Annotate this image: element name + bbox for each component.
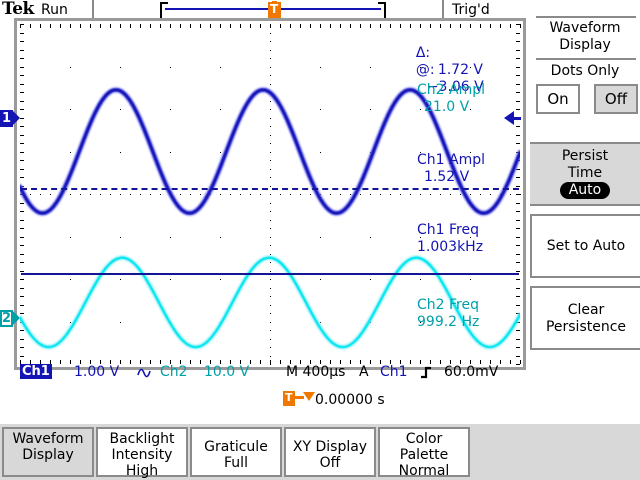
dots-only-off-button[interactable]: Off	[594, 84, 638, 114]
menu-backlight-intensity-line: Intensity	[111, 447, 173, 463]
menu-waveform-display-line: Waveform	[12, 431, 84, 447]
cursor-delta-label: Δ:	[415, 45, 431, 61]
ch1-level-arrow-tail-icon	[513, 117, 521, 120]
trigger-type[interactable]: A	[359, 364, 369, 380]
ch2-marker-label: 2	[2, 311, 12, 326]
menu-backlight-intensity-line: High	[125, 463, 159, 479]
clear-persistence-button[interactable]: Clear Persistence	[530, 286, 640, 350]
ch2-ampl-label: Ch2 Ampl	[417, 82, 485, 98]
menu-waveform-display[interactable]: Waveform Display	[2, 427, 94, 477]
ch1-setting-badge[interactable]: Ch1	[20, 364, 52, 379]
menu-xy-display-line: Off	[319, 455, 341, 471]
cursor-dashed[interactable]	[21, 188, 519, 190]
ch1-marker-label: 1	[2, 111, 12, 126]
ch2-marker-tip-icon	[12, 310, 20, 326]
set-to-auto-button[interactable]: Set to Auto	[530, 214, 640, 278]
ch2-marker[interactable]: 2	[0, 310, 20, 327]
trigger-source[interactable]: Ch1	[380, 364, 408, 380]
clear-persistence-line2: Persistence	[545, 319, 627, 335]
ch1-freq-label: Ch1 Freq	[417, 222, 479, 238]
persist-time-line1: Persist	[561, 148, 609, 164]
menu-xy-display-line: XY Display	[292, 439, 368, 455]
side-menu-title-line1: Waveform	[549, 20, 621, 36]
tek-logo: Tek	[2, 0, 34, 19]
trigger-state: Trig'd	[452, 2, 490, 18]
menu-color-palette-line: Color	[405, 431, 443, 447]
side-rule-mid	[536, 58, 636, 60]
ch2-scale[interactable]: 10.0 V	[204, 364, 250, 380]
cursor-at-value: −3.06 V	[426, 79, 484, 95]
acquisition-state: Run	[41, 2, 68, 18]
persist-time-button[interactable]: Persist Time Auto	[530, 142, 640, 206]
menu-color-palette-line: Palette	[399, 447, 449, 463]
side-rule-top	[536, 16, 636, 18]
ch1-scale[interactable]: 1.00 V	[74, 364, 120, 380]
ch1-marker-body	[0, 110, 13, 127]
ch2-freq-label: Ch2 Freq	[417, 297, 479, 313]
top-status-bar: Tek Run Trig'd	[0, 0, 640, 29]
trigger-down-triangle-icon	[303, 392, 315, 401]
ch1-ampl-label: Ch1 Ampl	[417, 152, 485, 168]
ch1-ampl-value: 1.52 V	[424, 169, 470, 185]
waveform-canvas	[20, 24, 520, 364]
menu-xy-display[interactable]: XY Display Off	[284, 427, 376, 477]
ac-coupling-icon	[137, 368, 151, 378]
rising-edge-icon	[421, 366, 431, 379]
clear-persistence-line1: Clear	[567, 302, 605, 318]
trigger-level[interactable]: 60.0mV	[444, 364, 499, 380]
ch1-marker[interactable]: 1	[0, 110, 20, 127]
menu-graticule-line: Full	[224, 455, 248, 471]
cursor-delta-row: Δ: 1.72 V	[398, 28, 483, 96]
cursor-delta-value: 1.72 V	[437, 62, 484, 78]
menu-color-palette[interactable]: Color Palette Normal	[378, 427, 470, 479]
menu-graticule[interactable]: Graticule Full	[190, 427, 282, 477]
channel-settings-bar: Ch1 1.00 V Ch2 10.0 V M 400µs A Ch1 60.0…	[14, 362, 526, 382]
divider-right	[442, 0, 444, 19]
trigger-position-icon	[283, 390, 295, 406]
record-length-bracket	[160, 1, 386, 29]
ch2-freq-value: 999.2 Hz	[417, 314, 480, 330]
trigger-position-marker-icon[interactable]	[268, 1, 281, 19]
menu-backlight-intensity-line: Backlight	[109, 431, 175, 447]
timebase[interactable]: M 400µs	[286, 364, 346, 380]
ch1-level-arrow-icon[interactable]	[504, 111, 514, 125]
menu-backlight-intensity[interactable]: Backlight Intensity High	[96, 427, 188, 479]
ch2-ampl-value: 21.0 V	[424, 99, 470, 115]
trigger-arrow-icon	[295, 396, 304, 399]
ch1-freq-value: 1.003kHz	[417, 239, 484, 255]
trigger-position-value: 0.00000 s	[315, 392, 385, 408]
ch1-marker-tip-icon	[12, 110, 20, 126]
ch2-setting-label[interactable]: Ch2	[160, 364, 188, 380]
menu-graticule-line: Graticule	[204, 439, 268, 455]
persist-time-value: Auto	[559, 182, 611, 199]
cursor-at-label: @:	[415, 62, 435, 78]
side-menu-title-line2: Display	[559, 37, 611, 53]
cursor-at-row: @: −3.06 V	[398, 45, 484, 113]
persist-time-line2: Time	[567, 165, 603, 181]
cursor-solid[interactable]	[21, 273, 519, 275]
menu-color-palette-line: Normal	[398, 463, 450, 479]
dots-only-label: Dots Only	[550, 63, 620, 79]
divider-left	[92, 0, 94, 19]
dots-only-on-button[interactable]: On	[536, 84, 580, 114]
menu-waveform-display-line: Display	[22, 447, 74, 463]
side-menu-title: Waveform Display	[532, 20, 638, 54]
